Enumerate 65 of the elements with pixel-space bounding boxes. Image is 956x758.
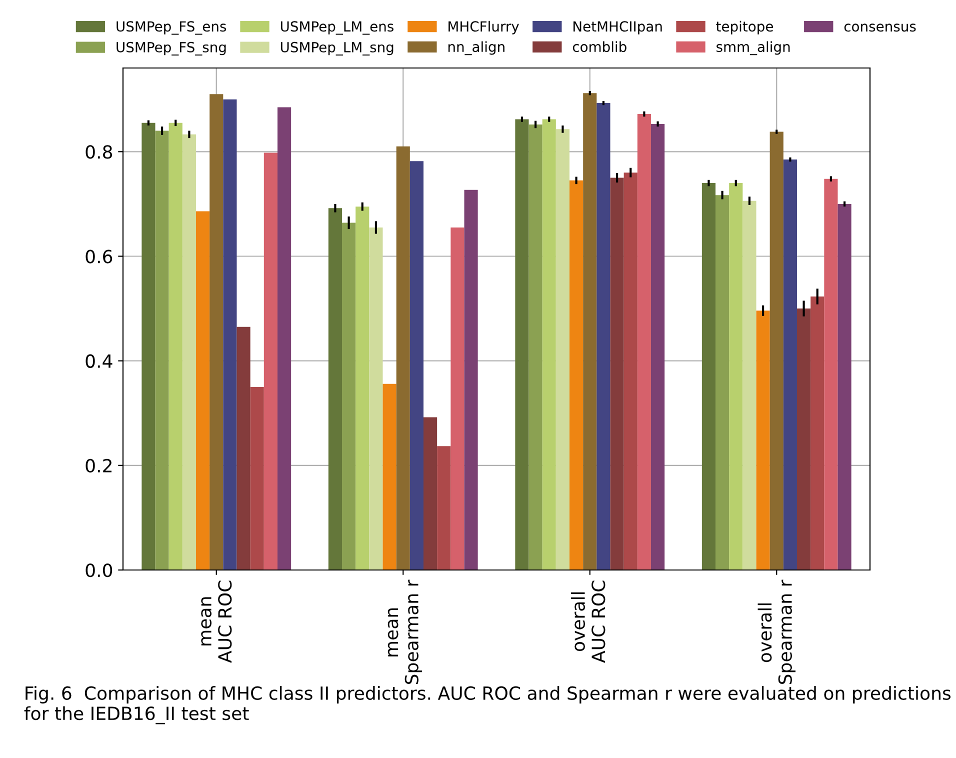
x-tick-label: overall Spearman r [758,580,796,684]
bar [342,222,356,570]
legend-label: USMPep_LM_sng [280,42,394,56]
legend-label: NetMHCIIpan [574,21,662,34]
x-tick-label: mean Spearman r [388,580,422,684]
bar [596,103,610,570]
bar [610,178,624,570]
y-tick-label: 0.2 [86,458,112,473]
legend-label: tepitope [716,20,773,34]
bar [424,417,438,570]
bar [637,114,651,570]
bar [437,446,451,570]
legend-label: consensus [844,24,916,32]
bar [450,227,464,570]
bar [838,204,852,570]
y-tick-label: 0.0 [86,563,112,578]
bar [264,152,278,570]
bar [328,208,342,570]
bar [515,119,529,570]
bar [702,183,716,570]
legend-label: nn_align [448,41,504,56]
x-tick-label: overall AUC ROC [571,580,606,663]
legend-label: comblib [572,41,626,52]
legend-label: USMPep_FS_ens [116,21,226,35]
bar [168,122,182,570]
bar [528,124,542,570]
bar [624,172,638,570]
bar [382,384,396,570]
legend-label: USMPep_FS_sng [116,42,226,56]
bar [756,310,770,570]
bar [250,386,264,570]
bar [356,206,370,570]
bar [182,134,196,570]
bar [410,161,424,570]
bar [196,211,210,570]
bar [770,132,784,570]
bar [824,178,838,570]
x-tick-label: mean AUC ROC [201,580,232,663]
y-tick-label: 0.4 [86,354,112,368]
y-tick-label: 0.8 [86,145,112,159]
bar [155,130,169,570]
bar [236,326,250,570]
bar [742,200,756,570]
bar [223,99,237,570]
bar [570,180,584,570]
bar [142,122,156,570]
bar [464,190,478,570]
bar [210,94,224,570]
legend-label: smm_align [716,41,790,56]
bar [369,227,383,570]
bar [729,183,743,570]
bar [810,296,824,570]
bar [797,308,811,570]
legend-label: USMPep_LM_ens [280,21,394,35]
bar [556,129,570,570]
bar [542,119,556,570]
caption: Fig. 6 Comparison of MHC class II predictors. AUC ROC and Spearman r were evaluated on predictions for the IEDB16_II test set [24,686,951,724]
bar [650,124,665,570]
y-tick-label: 0.6 [86,250,112,264]
bar [583,93,597,570]
legend-label: MHCFlurry [448,20,519,34]
bar [396,146,410,570]
bar [783,160,797,570]
bar [716,195,730,570]
bar [277,107,292,570]
